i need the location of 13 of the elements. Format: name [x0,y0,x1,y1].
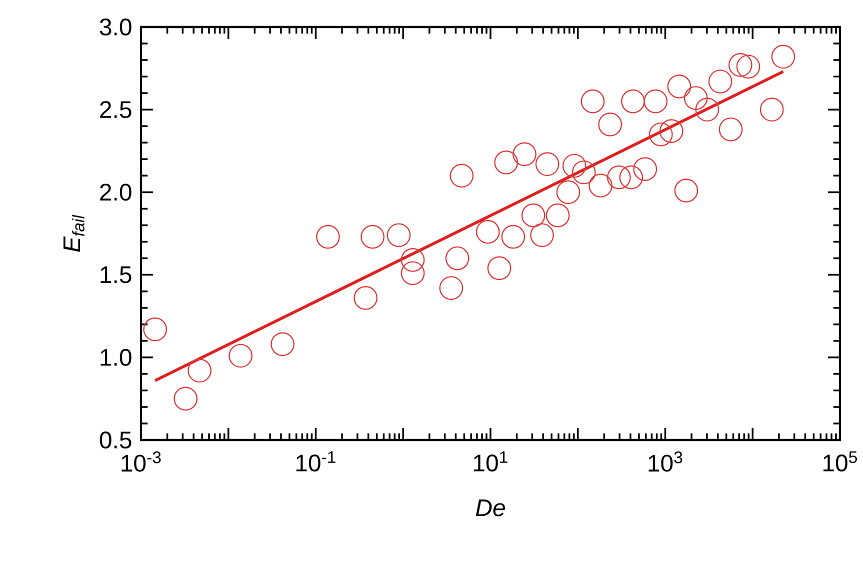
y-tick-label: 2.0 [100,184,132,201]
y-tick-label: 1.5 [100,266,132,284]
y-tick-label: 1.0 [100,348,132,366]
x-tick-label: 10$^{3}$ [648,451,682,472]
y-tick-label: 3.0 [100,18,132,36]
x-tick-label: 10$^{-3}$ [122,451,161,472]
y-axis-title: E$_{fail}$ [64,214,84,252]
x-tick-label: 10$^{5}$ [823,451,857,472]
x-tick-label: 10$^{1}$ [474,451,508,472]
x-tick-label: 10$^{-1}$ [296,451,336,472]
x-axis-title: De [476,500,505,516]
y-tick-label: 0.5 [100,431,132,448]
y-tick-label: 2.5 [100,101,132,118]
